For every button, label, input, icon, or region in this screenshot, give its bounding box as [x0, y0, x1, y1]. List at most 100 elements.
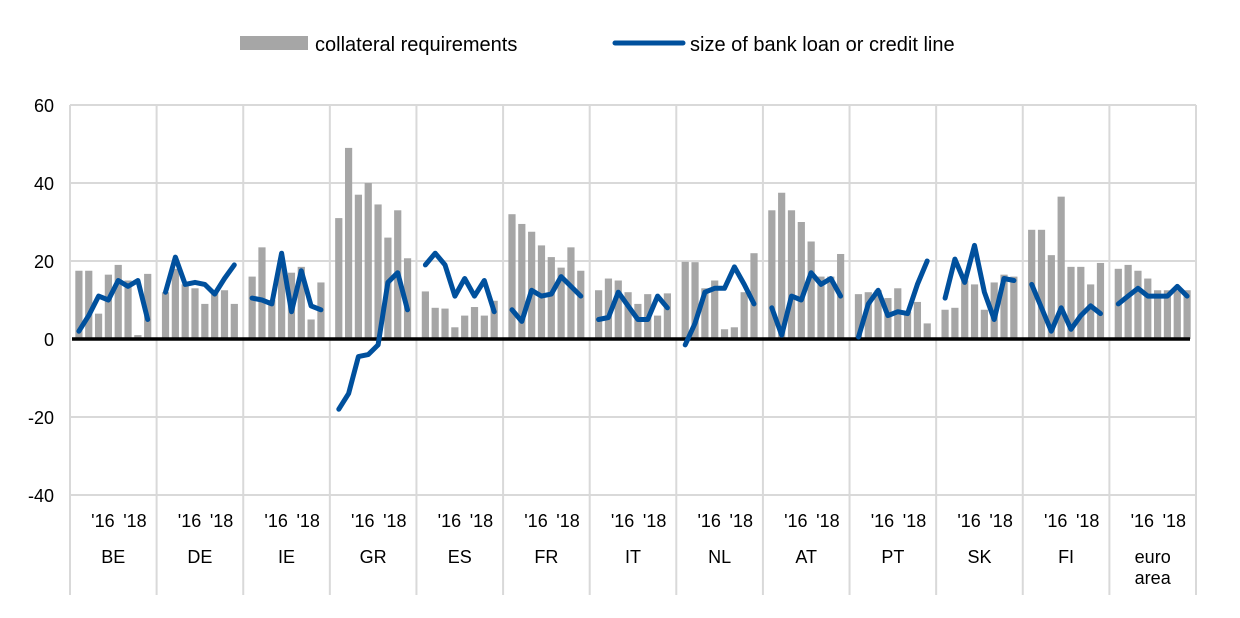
bar-DE — [211, 292, 219, 339]
x-tick-label: '18 — [903, 511, 926, 531]
x-tick-label: '18 — [643, 511, 666, 531]
bar-PT — [864, 292, 872, 339]
line-euro-area — [1115, 283, 1190, 307]
x-tick-label: '18 — [1163, 511, 1186, 531]
bar-DE — [181, 284, 189, 339]
line-FI — [1029, 281, 1103, 334]
bar-DE — [201, 303, 209, 339]
x-tick-label: '16 — [784, 511, 807, 531]
group-label: area — [1135, 568, 1172, 588]
group-label: FR — [534, 547, 558, 567]
x-tick-label: '18 — [989, 511, 1012, 531]
y-tick-label: 20 — [34, 252, 54, 272]
line-FR — [509, 274, 584, 324]
bar-GR — [344, 147, 353, 339]
bar-IT — [653, 315, 662, 339]
bar-euro-area — [1173, 290, 1181, 339]
x-tick-label: '16 — [957, 511, 980, 531]
x-tick-label: '18 — [296, 511, 319, 531]
legend-bar-swatch — [240, 36, 308, 50]
bar-euro-area — [1163, 290, 1172, 339]
bar-ES — [480, 315, 488, 339]
bar-PT — [854, 294, 863, 339]
bar-GR — [354, 194, 363, 339]
x-tick-label: '18 — [556, 511, 579, 531]
line-IT — [596, 289, 670, 322]
x-tick-label: '18 — [123, 511, 146, 531]
x-tick-label: '18 — [383, 511, 406, 531]
bar-IE — [278, 261, 286, 339]
line-PT — [856, 258, 930, 340]
x-tick-label: '18 — [730, 511, 753, 531]
bar-FI — [1037, 229, 1046, 339]
bar-BE — [104, 274, 112, 339]
y-tick-label: -40 — [28, 486, 54, 506]
group-label: BE — [101, 547, 125, 567]
bar-FI — [1077, 266, 1085, 339]
bar-AT — [827, 276, 835, 339]
x-tick-label: '18 — [210, 511, 233, 531]
x-tick-label: '18 — [470, 511, 493, 531]
group-label: PT — [881, 547, 904, 567]
line-BE — [76, 278, 151, 334]
bar-IT — [614, 280, 622, 339]
bar-SK — [980, 309, 988, 339]
bar-GR — [335, 218, 343, 339]
bar-FI — [1047, 255, 1055, 339]
bar-DE — [191, 288, 199, 339]
group-label: euro — [1135, 547, 1171, 567]
bar-NL — [691, 262, 699, 339]
group-label: SK — [967, 547, 991, 567]
bar-ES — [461, 315, 469, 339]
bar-IE — [248, 276, 256, 339]
bar-FR — [518, 223, 526, 339]
bar-BE — [134, 335, 142, 339]
bar-ES — [451, 327, 459, 339]
bar-SK — [1010, 276, 1018, 339]
line-NL — [682, 264, 757, 348]
bar-BE — [94, 313, 103, 339]
bar-SK — [961, 280, 969, 339]
x-tick-label: '16 — [871, 511, 894, 531]
bar-PT — [874, 290, 882, 339]
x-tick-label: '16 — [611, 511, 634, 531]
line-GR — [336, 270, 410, 412]
bar-FR — [557, 267, 565, 339]
bar-ES — [421, 291, 429, 339]
bar-NL — [750, 253, 758, 339]
x-tick-label: '16 — [351, 511, 374, 531]
bar-AT — [778, 192, 786, 339]
group-label: DE — [187, 547, 212, 567]
bar-IT — [595, 290, 603, 339]
bar-ES — [490, 300, 498, 339]
bar-SK — [951, 307, 959, 339]
bar-FR — [537, 245, 546, 339]
line-IE — [249, 250, 324, 315]
bar-GR — [364, 183, 372, 339]
bar-AT — [807, 241, 815, 339]
x-tick-label: '16 — [1131, 511, 1154, 531]
bar-PT — [903, 311, 912, 339]
bar-GR — [374, 204, 382, 339]
bar-NL — [730, 327, 738, 339]
bar-IE — [297, 266, 305, 339]
x-tick-label: '16 — [178, 511, 201, 531]
bar-DE — [220, 290, 229, 339]
group-label: ES — [448, 547, 472, 567]
bar-BE — [144, 273, 152, 339]
group-label: NL — [708, 547, 731, 567]
bar-SK — [1000, 274, 1008, 339]
bar-NL — [701, 288, 709, 339]
x-tick-label: '16 — [524, 511, 547, 531]
group-label: IE — [278, 547, 295, 567]
bar-FI — [1087, 284, 1095, 339]
bar-IT — [663, 293, 671, 339]
bar-euro-area — [1124, 264, 1132, 339]
y-tick-label: 60 — [34, 96, 54, 116]
bar-FR — [528, 231, 536, 339]
y-tick-label: 40 — [34, 174, 54, 194]
legend-label-line: size of bank loan or credit line — [690, 34, 955, 56]
y-tick-label: 0 — [44, 330, 54, 350]
bar-AT — [817, 276, 825, 339]
